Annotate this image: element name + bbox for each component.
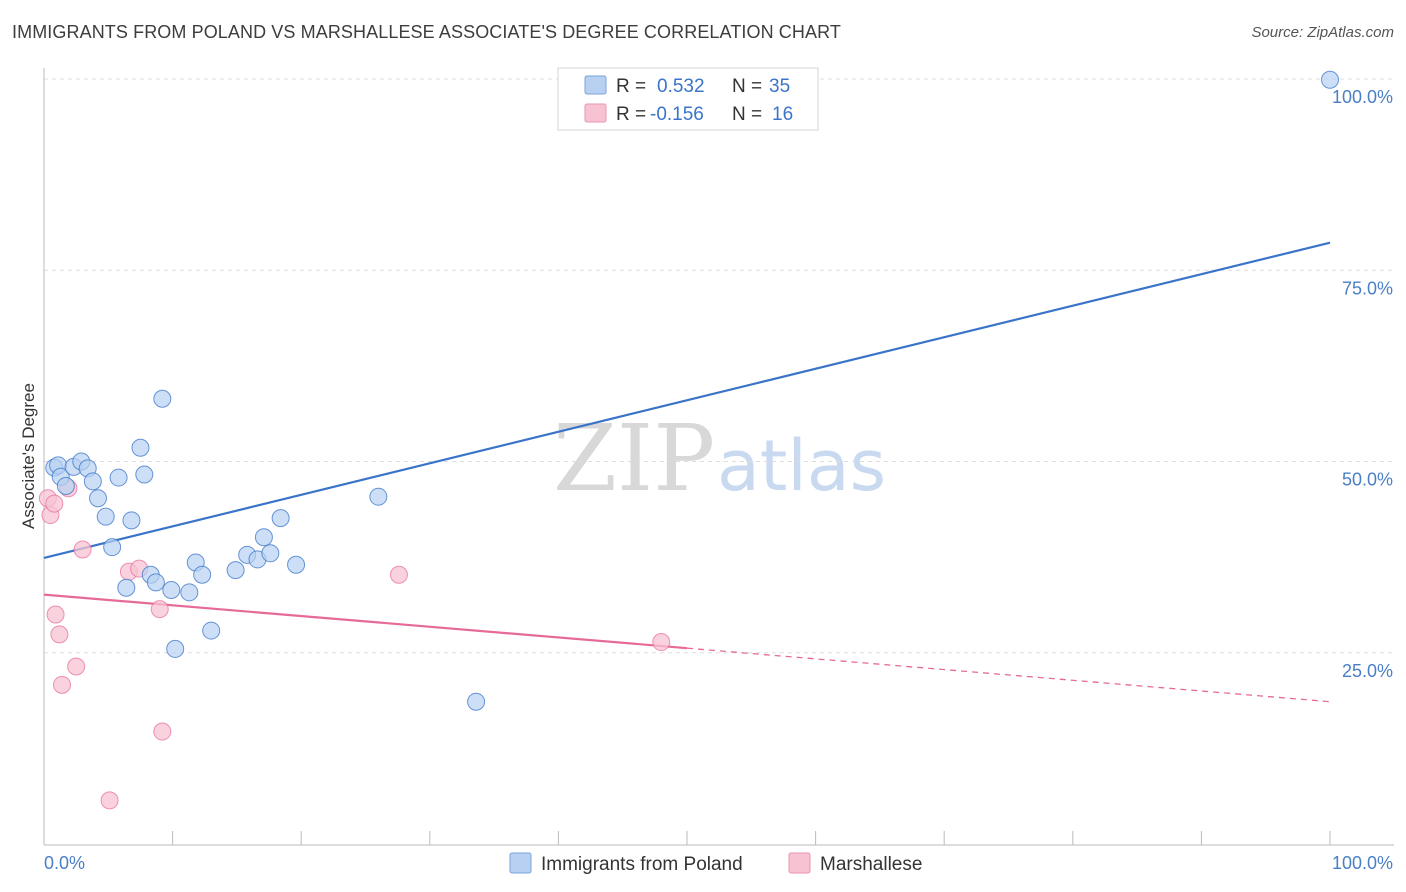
point-poland-3 <box>56 476 75 495</box>
point-poland-18 <box>153 389 172 408</box>
point-poland-20 <box>166 639 185 658</box>
x-tick-label-max: 100.0% <box>1332 853 1393 873</box>
point-poland-29 <box>261 544 280 563</box>
point-poland-7 <box>83 472 102 491</box>
point-poland-8 <box>89 489 108 508</box>
point-marshallese-5 <box>53 675 72 694</box>
point-marshallese-14 <box>389 565 408 584</box>
point-poland-21 <box>180 583 199 602</box>
axes <box>43 68 1394 846</box>
legend-n-label-marshallese: N = <box>732 104 762 125</box>
y-axis-label: Associate's Degree <box>19 383 38 529</box>
point-poland-17 <box>146 573 165 592</box>
trend-line-marshallese-extension <box>686 647 1331 703</box>
y-tick-label-75: 75.0% <box>1342 278 1393 298</box>
point-marshallese-15 <box>652 633 671 652</box>
trend-line-marshallese <box>43 593 688 650</box>
point-poland-14 <box>131 438 150 457</box>
legend-r-label-poland: R = <box>616 76 646 97</box>
chart-title: IMMIGRANTS FROM POLAND VS MARSHALLESE AS… <box>12 22 841 42</box>
y-tick-labels: 25.0% 50.0% 75.0% 100.0% <box>1332 87 1393 681</box>
legend-n-label-poland: N = <box>732 76 762 97</box>
point-poland-30 <box>271 509 290 528</box>
point-poland-19 <box>162 581 181 600</box>
point-poland-23 <box>193 565 212 584</box>
point-poland-34 <box>1321 70 1339 89</box>
point-marshallese-13 <box>153 722 172 741</box>
point-poland-13 <box>122 511 141 530</box>
point-poland-15 <box>135 465 154 484</box>
point-marshallese-4 <box>50 625 69 644</box>
x-tick-marks <box>172 831 1331 845</box>
legend-r-value-poland: 0.532 <box>657 76 705 97</box>
gridlines <box>44 78 1394 654</box>
point-marshallese-12 <box>150 600 169 619</box>
legend-r-value-marshallese: -0.156 <box>650 104 704 125</box>
stats-legend: R = 0.532 N = 35 R = -0.156 N = 16 <box>557 67 819 131</box>
trend-line-poland <box>43 241 1331 559</box>
bottom-legend-label-marshallese: Marshallese <box>820 854 922 875</box>
point-poland-24 <box>202 621 221 640</box>
y-tick-label-100: 100.0% <box>1332 87 1393 107</box>
trend-lines <box>43 241 1331 703</box>
point-marshallese-8 <box>73 540 92 559</box>
y-tick-label-25: 25.0% <box>1342 661 1393 681</box>
legend-swatch-poland <box>584 75 607 95</box>
point-marshallese-2 <box>45 494 64 513</box>
x-tick-label-min: 0.0% <box>44 853 85 873</box>
point-poland-25 <box>226 561 245 580</box>
point-poland-31 <box>287 555 306 574</box>
point-poland-33 <box>467 692 486 711</box>
y-tick-label-50: 50.0% <box>1342 470 1393 490</box>
series-legend: Immigrants from Poland Marshallese <box>509 852 922 875</box>
point-poland-32 <box>369 487 388 506</box>
watermark-zip: ZIP <box>553 405 715 512</box>
legend-n-value-marshallese: 16 <box>772 104 793 125</box>
legend-r-label-marshallese: R = <box>616 104 646 125</box>
bottom-legend-swatch-marshallese <box>788 852 811 874</box>
point-poland-28 <box>254 528 273 547</box>
point-marshallese-9 <box>100 791 119 810</box>
point-marshallese-7 <box>67 657 86 676</box>
scatter-points <box>38 70 1339 810</box>
point-poland-11 <box>109 468 128 487</box>
bottom-legend-swatch-poland <box>509 852 532 874</box>
legend-swatch-marshallese <box>584 103 607 123</box>
chart-source: Source: ZipAtlas.com <box>1251 24 1394 41</box>
bottom-legend-label-poland: Immigrants from Poland <box>541 854 743 875</box>
point-poland-9 <box>96 507 115 526</box>
point-poland-12 <box>117 578 136 597</box>
legend-n-value-poland: 35 <box>769 76 790 97</box>
point-poland-10 <box>103 538 122 557</box>
point-marshallese-3 <box>46 605 65 624</box>
watermark-atlas: atlas <box>717 425 886 507</box>
